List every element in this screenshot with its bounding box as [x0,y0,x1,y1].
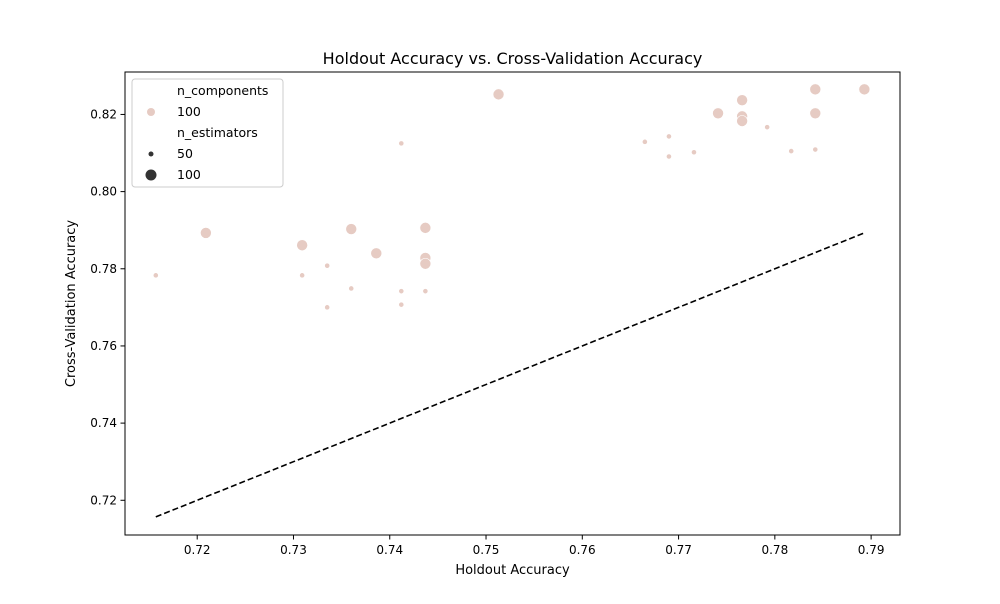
x-tick-label: 0.77 [665,543,692,557]
x-tick-label: 0.72 [184,543,211,557]
scatter-point [325,305,330,310]
scatter-point [346,224,357,235]
x-tick-label: 0.79 [858,543,885,557]
legend-hue-label: 100 [177,104,201,119]
scatter-point [399,141,404,146]
y-tick-label: 0.78 [90,262,117,276]
scatter-point [666,134,671,139]
scatter-point [200,227,211,238]
x-tick-label: 0.75 [473,543,500,557]
legend-size-marker-small [149,152,154,157]
legend-size-label-small: 50 [177,146,193,161]
scatter-point [642,139,647,144]
scatter-point [493,89,504,100]
legend-size-marker-large [146,170,157,181]
scatter-point [737,95,748,106]
scatter-point [737,116,748,127]
scatter-point [297,240,308,251]
scatter-point [300,273,305,278]
chart-title: Holdout Accuracy vs. Cross-Validation Ac… [323,49,703,68]
scatter-point [765,125,770,130]
x-tick-label: 0.73 [280,543,307,557]
scatter-point [810,108,821,119]
scatter-point [789,148,794,153]
y-tick-label: 0.76 [90,339,117,353]
scatter-point [349,286,354,291]
legend-hue-marker [147,108,155,116]
scatter-point [399,289,404,294]
scatter-point [810,84,821,95]
scatter-point [713,108,724,119]
scatter-point [423,289,428,294]
scatter-point [399,302,404,307]
y-tick-label: 0.74 [90,416,117,430]
y-tick-label: 0.72 [90,493,117,507]
x-tick-label: 0.76 [569,543,596,557]
y-axis-label: Cross-Validation Accuracy [64,220,79,388]
scatter-point [813,147,818,152]
scatter-point [420,222,431,233]
scatter-point [420,258,431,269]
scatter-point [691,150,696,155]
legend-hue-title: n_components [177,83,268,98]
x-tick-label: 0.74 [376,543,403,557]
scatter-point [325,263,330,268]
x-axis-label: Holdout Accuracy [455,563,570,578]
scatter-point [371,248,382,259]
x-tick-label: 0.78 [761,543,788,557]
scatter-point [666,154,671,159]
legend-size-label-large: 100 [177,167,201,182]
y-tick-label: 0.80 [90,185,117,199]
scatter-point [859,84,870,95]
y-tick-label: 0.82 [90,107,117,121]
legend-size-title: n_estimators [177,125,258,140]
legend: n_components 100 n_estimators 50 100 [132,79,283,187]
scatter-point [153,273,158,278]
